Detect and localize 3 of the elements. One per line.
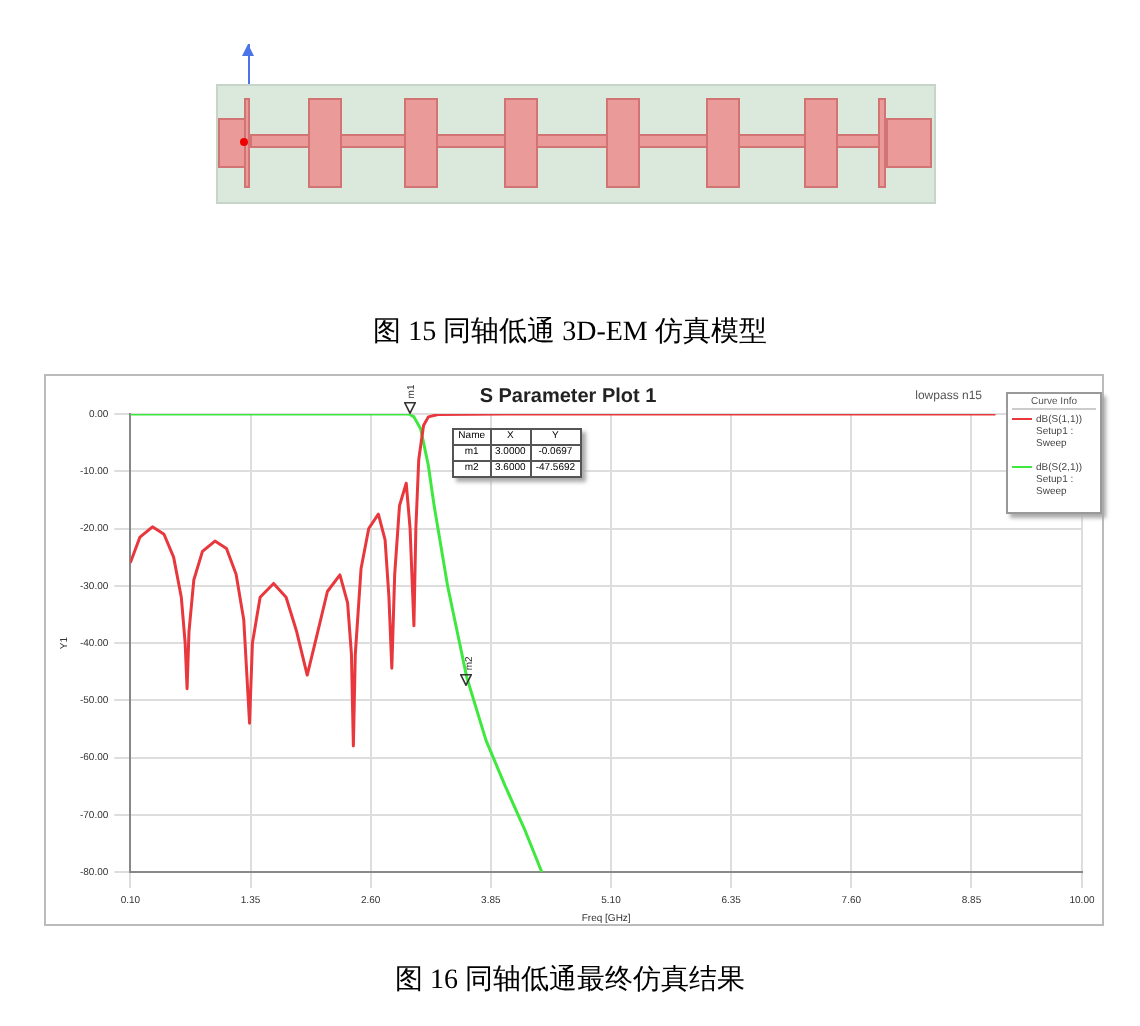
chart-title: S Parameter Plot 1 bbox=[479, 385, 658, 408]
caption: 图 15 同轴低通 3D-EM 仿真模型 bbox=[371, 315, 769, 350]
caption: 图 16 同轴低通最终仿真结果 bbox=[393, 963, 747, 998]
